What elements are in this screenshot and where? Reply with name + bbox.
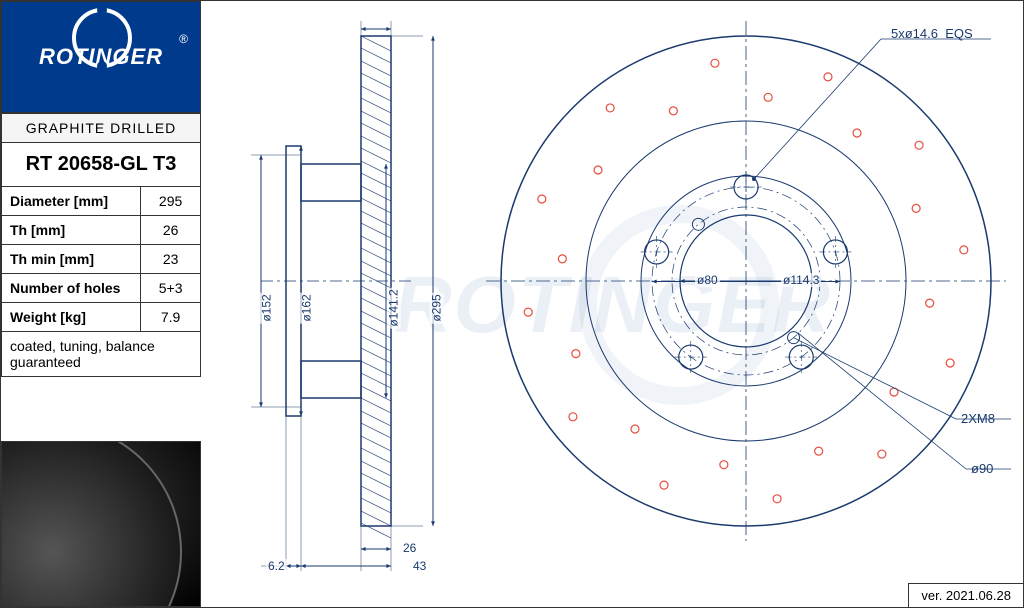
part-number: RT 20658-GL T3: [2, 143, 201, 187]
logo-ring-icon: [72, 8, 132, 68]
table-row: Th min [mm]23: [2, 245, 201, 274]
table-row: Th [mm]26: [2, 216, 201, 245]
dim-w26: 26: [401, 541, 418, 555]
product-type: GRAPHITE DRILLED: [2, 114, 201, 143]
spec-label: Weight [kg]: [2, 303, 141, 332]
dim-d152: ø152: [260, 292, 274, 323]
spec-value: 26: [141, 216, 201, 245]
dim-d114-3: ø114.3: [781, 273, 821, 287]
spec-label: Th min [mm]: [2, 245, 141, 274]
brand-logo: ROTINGER ®: [1, 1, 201, 113]
product-photo: [1, 441, 201, 607]
registered-mark: ®: [179, 32, 188, 46]
callout-d90: ø90: [971, 461, 993, 476]
callout-thread: 2XM8: [961, 411, 995, 426]
spec-label: Th [mm]: [2, 216, 141, 245]
spec-value: 295: [141, 187, 201, 216]
spec-value: 5+3: [141, 274, 201, 303]
spec-value: 7.9: [141, 303, 201, 332]
table-row: Number of holes5+3: [2, 274, 201, 303]
spec-table: GRAPHITE DRILLED RT 20658-GL T3 Diameter…: [1, 113, 201, 377]
drawing-svg: [201, 1, 1024, 609]
table-row: Weight [kg]7.9: [2, 303, 201, 332]
technical-drawing: ROTINGER ø152 ø162 ø141.2 ø295 6.2 26 43…: [201, 1, 1024, 609]
version-label: ver. 2021.06.28: [908, 583, 1023, 607]
spec-label: Number of holes: [2, 274, 141, 303]
spec-note: coated, tuning, balance guaranteed: [2, 332, 201, 377]
dim-d80: ø80: [695, 273, 720, 287]
dim-d162: ø162: [300, 292, 314, 323]
dim-d295: ø295: [430, 292, 444, 323]
dim-d141-2: ø141.2: [387, 287, 401, 328]
dim-w43: 43: [411, 559, 428, 573]
spec-label: Diameter [mm]: [2, 187, 141, 216]
dim-w6-2: 6.2: [266, 559, 287, 573]
spec-value: 23: [141, 245, 201, 274]
table-row: Diameter [mm]295: [2, 187, 201, 216]
photo-disc-icon: [1, 441, 182, 607]
callout-bolt-holes: 5xø14.6 EQS: [891, 26, 973, 41]
